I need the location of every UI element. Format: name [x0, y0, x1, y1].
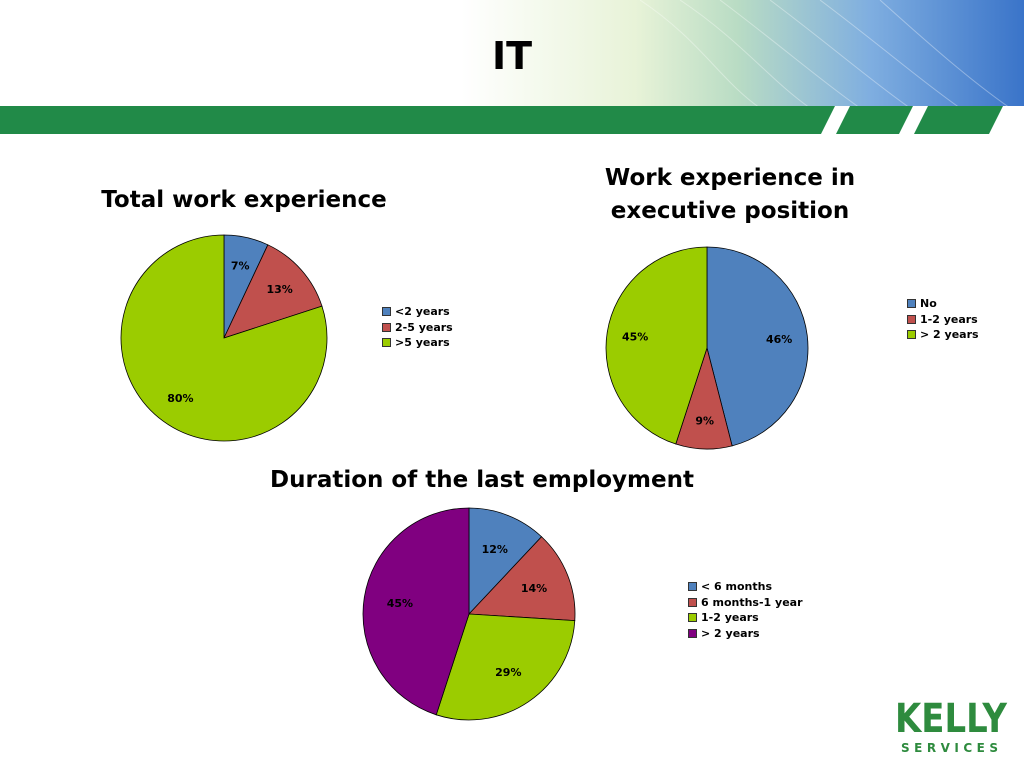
slide-title: IT: [491, 34, 533, 78]
data-label-2-years: 45%: [622, 331, 648, 344]
logo-sub: SERVICES: [901, 741, 1001, 755]
legend-item-5-years: >5 years: [382, 335, 453, 351]
legend-item-2-years: <2 years: [382, 304, 453, 320]
legend-item-1-2-years: 1-2 years: [688, 610, 803, 626]
legend-swatch: [688, 597, 697, 607]
header-band: [0, 106, 1024, 134]
data-label-5-years: 80%: [167, 392, 193, 405]
legend-swatch: [688, 628, 697, 638]
pie-slice-1-2-years: [435, 613, 576, 721]
data-label-2-years: 7%: [231, 260, 250, 273]
legend-swatch: [907, 314, 916, 324]
legend-last-employment: < 6 months 6 months-1 year 1-2 years > 2 ye…: [688, 579, 803, 641]
pie-slice-2-years: [605, 246, 708, 445]
legend-label: >5 years: [395, 336, 450, 350]
legend-label: < 6 months: [701, 580, 773, 594]
legend-swatch: [382, 338, 391, 348]
pie-slice-no: [706, 246, 809, 447]
pie-chart-executive-position: 46% 9% 45%: [605, 246, 809, 450]
data-label-2-years: 45%: [387, 597, 413, 610]
pie-slice-2-5-years: [223, 244, 323, 339]
data-label-1-2-years: 9%: [695, 415, 714, 428]
legend-label: 1-2 years: [920, 312, 978, 326]
legend-item-2-5-years: 2-5 years: [382, 320, 453, 336]
data-label-no: 46%: [766, 333, 792, 346]
legend-label: 2-5 years: [395, 320, 453, 334]
kelly-services-logo: KELLY SERVICES: [895, 696, 1008, 755]
legend-item-2-years: > 2 years: [907, 327, 979, 343]
data-label-2-5-years: 13%: [266, 283, 292, 296]
legend-label: 1-2 years: [701, 611, 759, 625]
header-decoration: [0, 0, 1024, 134]
legend-swatch: [907, 299, 916, 309]
legend-swatch: [907, 330, 916, 340]
pie-slice-2-years: [362, 507, 470, 716]
legend-label: <2 years: [395, 305, 450, 319]
chart-title-total-work-experience: Total work experience: [101, 187, 387, 213]
legend-swatch: [382, 307, 391, 317]
legend-label: > 2 years: [701, 626, 760, 640]
legend-item-1-2-years: 1-2 years: [907, 312, 979, 328]
legend-item-6-months-1-year: 6 months-1 year: [688, 595, 803, 611]
legend-swatch: [382, 322, 391, 332]
pie-slice-6-months-1-year: [468, 536, 576, 622]
legend-swatch: [688, 582, 697, 592]
legend-item-6-months: < 6 months: [688, 579, 803, 595]
legend-label: > 2 years: [920, 328, 979, 342]
legend-swatch: [688, 613, 697, 623]
chart-title-executive-position: Work experience in executive position: [604, 165, 856, 224]
legend-total-work-experience: <2 years 2-5 years >5 years: [382, 304, 453, 351]
legend-executive-position: No 1-2 years > 2 years: [907, 296, 979, 343]
data-label-6-months: 12%: [482, 543, 508, 556]
data-label-1-2-years: 29%: [495, 666, 521, 679]
pie-slice-5-years: [120, 234, 328, 442]
legend-item-2-years: > 2 years: [688, 626, 803, 642]
legend-item-no: No: [907, 296, 979, 312]
data-label-6-months-1-year: 14%: [521, 582, 547, 595]
legend-label: No: [920, 297, 937, 311]
pie-chart-total-work-experience: 7% 13% 80%: [120, 234, 328, 442]
pie-slice-6-months: [468, 507, 543, 616]
logo-name: KELLY: [895, 696, 1008, 742]
pie-chart-last-employment: 12% 14% 29% 45%: [362, 507, 576, 721]
chart-title-last-employment: Duration of the last employment: [270, 467, 694, 493]
legend-label: 6 months-1 year: [701, 595, 803, 609]
